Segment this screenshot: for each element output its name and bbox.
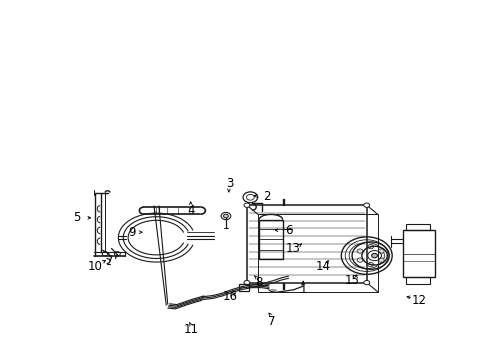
Text: 1: 1 xyxy=(299,283,306,296)
Circle shape xyxy=(371,253,377,258)
Circle shape xyxy=(378,258,384,262)
Text: 7: 7 xyxy=(267,315,275,328)
Text: 10: 10 xyxy=(88,260,102,273)
Circle shape xyxy=(356,249,362,253)
Text: 5: 5 xyxy=(73,211,81,224)
Circle shape xyxy=(356,258,362,262)
Bar xyxy=(405,224,429,230)
Bar xyxy=(259,220,282,259)
Bar xyxy=(403,230,434,277)
Circle shape xyxy=(363,280,369,285)
Bar xyxy=(246,205,366,283)
Text: 16: 16 xyxy=(222,291,237,303)
Bar xyxy=(257,214,377,292)
Text: 2: 2 xyxy=(262,190,270,203)
Circle shape xyxy=(367,262,373,267)
Bar xyxy=(238,284,249,291)
Circle shape xyxy=(367,244,373,249)
Text: 13: 13 xyxy=(285,242,300,255)
Text: 14: 14 xyxy=(315,260,329,273)
Text: 6: 6 xyxy=(284,224,292,237)
Circle shape xyxy=(244,203,249,207)
Bar xyxy=(405,277,429,284)
Text: 15: 15 xyxy=(344,274,359,287)
Circle shape xyxy=(244,280,249,285)
Text: 3: 3 xyxy=(225,177,233,190)
Text: 12: 12 xyxy=(411,294,426,307)
Circle shape xyxy=(378,249,384,253)
Text: 8: 8 xyxy=(255,276,263,289)
Text: 9: 9 xyxy=(128,226,136,239)
Text: 11: 11 xyxy=(183,323,198,336)
Circle shape xyxy=(363,203,369,207)
Text: 4: 4 xyxy=(186,204,194,217)
Circle shape xyxy=(223,214,228,218)
